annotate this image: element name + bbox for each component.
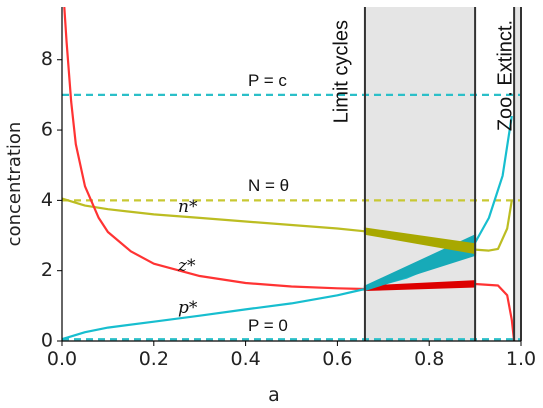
axes: [61, 7, 521, 342]
series-line-z: [63, 7, 516, 341]
region-limit-cycles: [364, 7, 476, 341]
x-tick-label-0-0: 0.0: [47, 348, 77, 370]
y-tick-label-6: 6: [41, 119, 53, 141]
x-tick-label-0-8: 0.8: [414, 348, 444, 370]
series-curves: [62, 7, 516, 341]
region-borders: [363, 7, 522, 341]
series-line-n: [62, 197, 513, 252]
y-tick-label-2: 2: [41, 259, 53, 281]
series-label-n: n*: [178, 197, 198, 217]
y-axis-label: concentration: [4, 122, 25, 247]
hline-label-n: N = θ: [248, 176, 289, 195]
x-axis-label: a: [268, 384, 280, 406]
tick-labels: 0 2 4 6 8 0.0 0.2 0.4 0.6 0.8 1.0: [41, 48, 536, 370]
series-label-p: p*: [178, 298, 198, 318]
series-line-p: [62, 115, 513, 341]
hline-label-p-c: P = c: [248, 71, 287, 90]
x-tick-label-1-0: 1.0: [506, 348, 536, 370]
hline-label-p-0: P = 0: [248, 316, 288, 335]
annotations: Limit cycles Zoo. Extinct. P = c N = θ P = 0…: [177, 20, 516, 335]
x-tick-label-0-6: 0.6: [322, 348, 352, 370]
y-tick-label-4: 4: [41, 189, 53, 211]
region-zoo-extinct: [514, 7, 521, 341]
series-label-z: z*: [177, 256, 196, 276]
y-axis-label-box: concentration: [4, 122, 25, 247]
region-label-limit-cycles: Limit cycles: [330, 20, 352, 123]
y-tick-label-0: 0: [41, 330, 53, 352]
x-tick-label-0-4: 0.4: [230, 348, 260, 370]
x-tick-label-0-2: 0.2: [139, 348, 169, 370]
y-tick-label-8: 8: [41, 48, 53, 70]
reference-lines: [62, 93, 521, 341]
region-label-zoo-extinct: Zoo. Extinct.: [494, 20, 516, 131]
